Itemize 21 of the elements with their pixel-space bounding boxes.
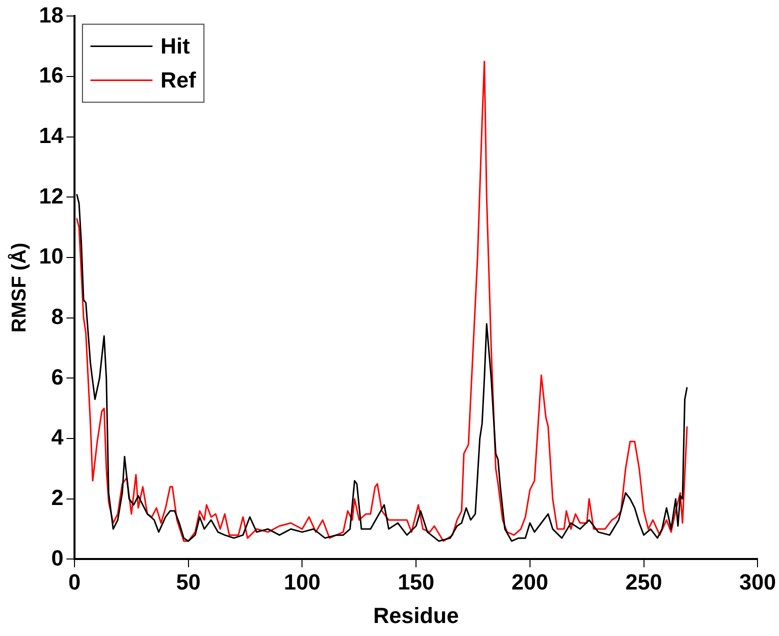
- x-axis-title: Residue: [373, 602, 459, 628]
- y-tick-label: 6: [51, 364, 64, 390]
- y-tick-label: 10: [38, 244, 64, 269]
- x-tick-label: 100: [284, 569, 321, 594]
- y-tick-label: 8: [51, 304, 64, 329]
- x-tick-label: 250: [625, 569, 662, 594]
- x-tick-label: 150: [398, 569, 434, 594]
- y-tick-label: 0: [51, 545, 64, 570]
- x-tick-label: 200: [512, 569, 548, 594]
- x-tick-label: 0: [68, 569, 81, 594]
- x-tick-label: 300: [739, 569, 776, 594]
- y-tick-label: 12: [38, 183, 64, 208]
- y-axis-title: RMSF (Å): [8, 242, 31, 333]
- y-tick-label: 2: [51, 484, 64, 510]
- legend-label: Hit: [160, 33, 190, 58]
- legend-label: Ref: [160, 67, 197, 92]
- y-tick-label: 16: [38, 62, 64, 88]
- y-tick-label: 18: [38, 2, 64, 28]
- y-tick-label: 14: [38, 122, 64, 148]
- x-tick-label: 50: [176, 569, 201, 594]
- y-tick-label: 4: [51, 424, 64, 450]
